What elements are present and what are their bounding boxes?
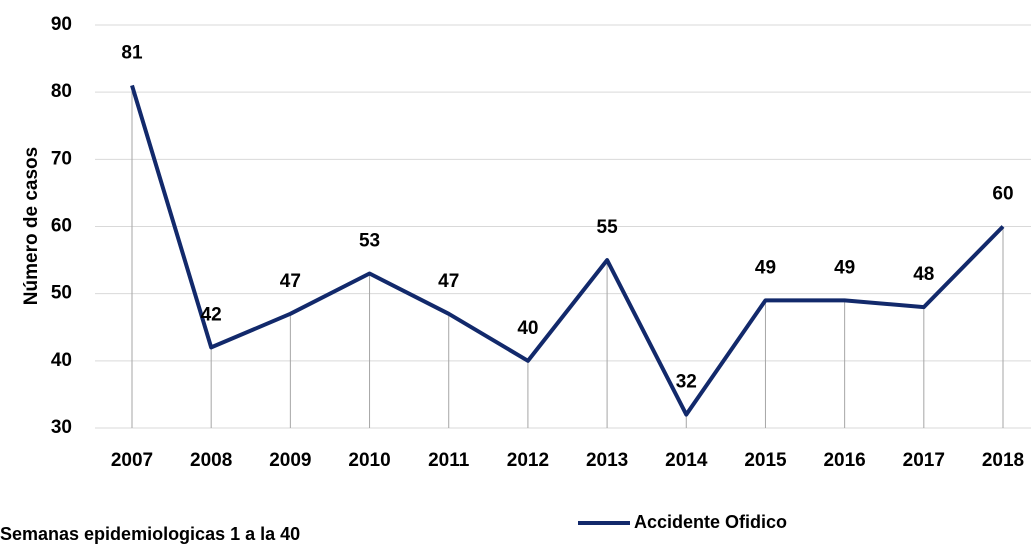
data-label: 42 — [201, 304, 222, 325]
footnote: Semanas epidemiologicas 1 a la 40 — [0, 524, 300, 544]
data-label: 55 — [597, 217, 619, 238]
series-line — [130, 84, 1005, 417]
x-tick-label: 2017 — [903, 450, 945, 471]
y-tick-label: 90 — [51, 14, 72, 35]
x-tick-label: 2016 — [823, 450, 865, 471]
legend-label: Accidente Ofidico — [634, 512, 787, 532]
data-label: 32 — [676, 372, 697, 393]
data-label: 48 — [913, 264, 934, 285]
x-tick-label: 2008 — [190, 450, 232, 471]
data-label: 60 — [992, 184, 1013, 205]
x-tick-label: 2011 — [428, 450, 470, 471]
x-tick-label: 2013 — [586, 450, 628, 471]
data-label: 53 — [359, 231, 380, 252]
data-label: 49 — [755, 257, 776, 278]
data-label: 47 — [280, 271, 301, 292]
y-tick-label: 30 — [51, 417, 72, 438]
data-label: 40 — [517, 318, 538, 339]
data-label: 49 — [834, 257, 855, 278]
y-tick-label: 40 — [51, 350, 72, 371]
data-label: 47 — [438, 271, 459, 292]
y-tick-label: 80 — [51, 81, 72, 102]
x-tick-label: 2015 — [744, 450, 787, 471]
y-tick-label: 60 — [51, 216, 72, 237]
data-label: 81 — [121, 42, 143, 63]
x-tick-label: 2009 — [269, 450, 311, 471]
y-tick-label: 50 — [51, 283, 72, 304]
x-tick-label: 2010 — [348, 450, 390, 471]
x-tick-label: 2018 — [982, 450, 1024, 471]
x-tick-label: 2014 — [665, 450, 708, 471]
y-axis-label: Número de casos — [21, 147, 42, 305]
x-tick-label: 2007 — [111, 450, 153, 471]
y-tick-label: 70 — [51, 148, 72, 169]
x-tick-label: 2012 — [507, 450, 549, 471]
